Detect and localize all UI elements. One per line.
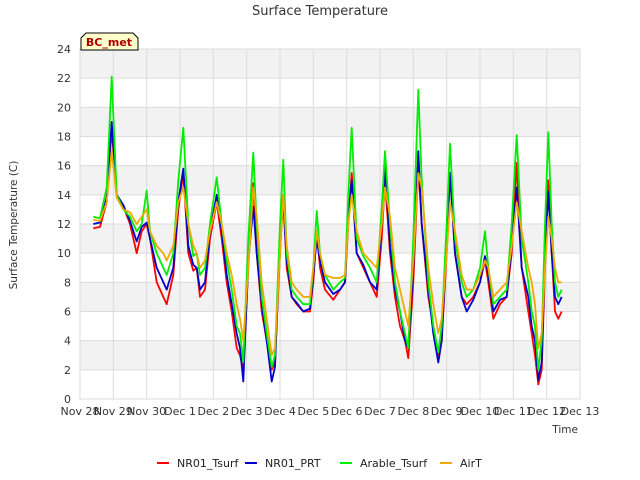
y-tick-label: 12 (57, 218, 71, 231)
x-tick-label: Dec 2 (197, 405, 229, 418)
y-tick-label: 24 (57, 43, 71, 56)
y-tick-label: 22 (57, 72, 71, 85)
x-tick-label: Dec 5 (297, 405, 329, 418)
y-tick-label: 8 (64, 276, 71, 289)
legend-label: NR01_Tsurf (177, 457, 239, 470)
plot-band (80, 340, 580, 370)
y-tick-label: 2 (64, 364, 71, 377)
x-tick-label: Dec 9 (431, 405, 463, 418)
legend-item: NR01_PRT (245, 457, 321, 470)
y-axis-label: Surface Temperature (C) (8, 161, 20, 290)
x-tick-label: Dec 3 (231, 405, 263, 418)
legend-item: NR01_Tsurf (157, 457, 239, 470)
station-badge-box (80, 32, 139, 51)
plot-band (80, 224, 580, 254)
x-tick-label: Dec 1 (164, 405, 196, 418)
y-tick-label: 20 (57, 101, 71, 114)
legend-item: Arable_Tsurf (340, 457, 428, 470)
plot-band (80, 311, 580, 341)
legend-label: Arable_Tsurf (360, 457, 428, 470)
x-tick-label: Nov 30 (127, 405, 166, 418)
x-tick-label: Nov 28 (61, 405, 100, 418)
series-line-nr01-prt (93, 121, 563, 383)
x-tick-label: Dec 4 (264, 405, 296, 418)
y-tick-label: 14 (57, 189, 71, 202)
x-tick-label: Dec 6 (331, 405, 363, 418)
series-line-arable-tsurf (93, 75, 563, 371)
station-badge: BC_met (80, 32, 139, 51)
x-tick-label: Nov 29 (94, 405, 133, 418)
plot-band (80, 136, 580, 166)
x-tick-label: Dec 7 (364, 405, 396, 418)
chart-title: Surface Temperature (252, 4, 388, 19)
y-tick-label: 18 (57, 131, 71, 144)
x-tick-label: Dec 13 (561, 405, 600, 418)
plot-band (80, 165, 580, 195)
x-tick-label: Dec 12 (527, 405, 566, 418)
y-tick-label: 4 (64, 335, 71, 348)
legend: NR01_Tsurf NR01_PRT Arable_Tsurf AirT (157, 457, 482, 470)
legend-item: AirT (440, 457, 482, 470)
y-tick-label: 6 (64, 306, 71, 319)
series-line-airt (93, 150, 562, 357)
x-tick-label: Dec 11 (494, 405, 533, 418)
plot-band (80, 107, 580, 137)
series-layer (93, 75, 563, 386)
y-tick-label: 10 (57, 247, 71, 260)
y-tick-label: 0 (64, 393, 71, 406)
y-tick-label: 16 (57, 160, 71, 173)
plot-band (80, 194, 580, 224)
plot-band (80, 369, 580, 399)
x-tick-label: Dec 8 (397, 405, 429, 418)
plot-band (80, 49, 580, 79)
legend-label: NR01_PRT (265, 457, 321, 470)
station-badge-label: BC_met (86, 36, 132, 49)
x-tick-label: Dec 10 (461, 405, 500, 418)
legend-label: AirT (460, 457, 482, 470)
x-axis-label: Time (551, 424, 578, 436)
plot-band (80, 78, 580, 108)
